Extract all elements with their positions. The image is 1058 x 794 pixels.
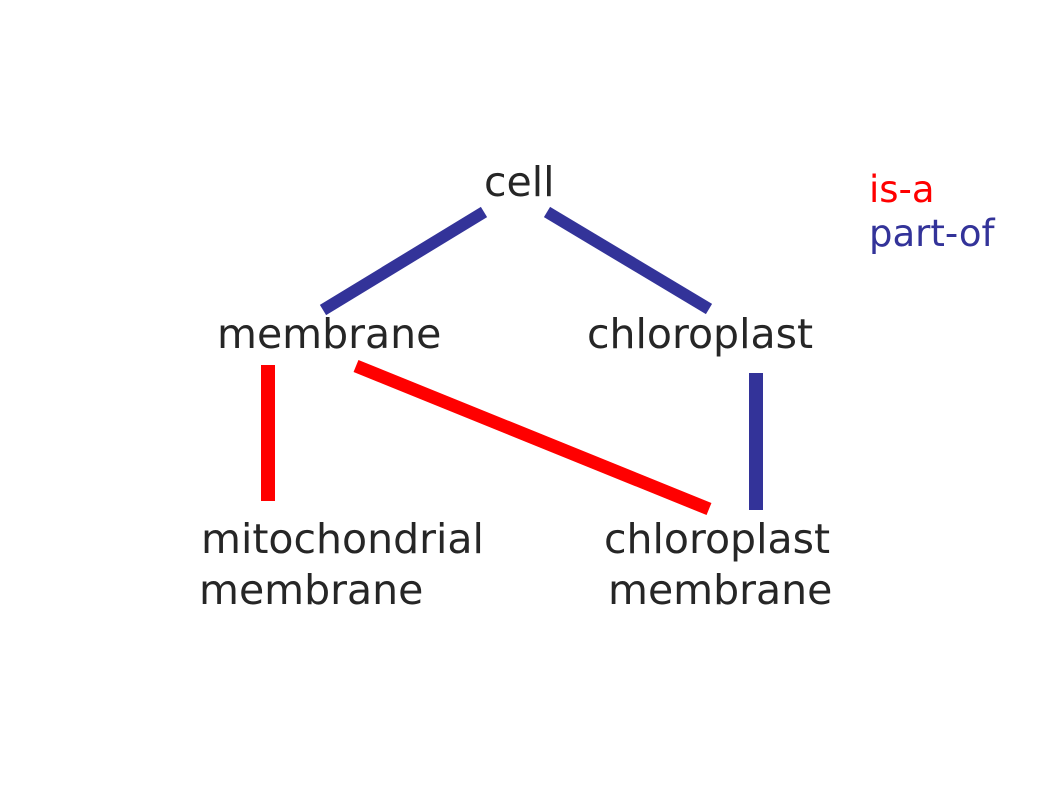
node-chloroplast-membrane: chloroplast membrane: [604, 514, 832, 616]
node-mitochondrial-membrane: mitochondrial membrane: [199, 514, 484, 616]
legend-part-of: part-of: [869, 212, 995, 255]
node-mitochondrial-membrane-line1: mitochondrial: [201, 515, 484, 563]
legend-is-a: is-a: [869, 168, 935, 211]
node-chloroplast: chloroplast: [587, 309, 813, 360]
node-membrane-label: membrane: [217, 310, 442, 358]
edge-cell-membrane: [319, 206, 488, 316]
node-chloroplast-membrane-line1: chloroplast: [604, 515, 831, 563]
node-membrane: membrane: [217, 309, 441, 360]
edge-chloroplast-membrane-membrane: [353, 359, 712, 516]
node-mitochondrial-membrane-line2: membrane: [199, 566, 424, 614]
node-chloroplast-label: chloroplast: [587, 310, 814, 358]
node-cell-label: cell: [484, 158, 555, 206]
edge-cell-chloroplast: [543, 206, 713, 315]
node-cell: cell: [484, 157, 555, 208]
node-chloroplast-membrane-line2: membrane: [608, 566, 833, 614]
